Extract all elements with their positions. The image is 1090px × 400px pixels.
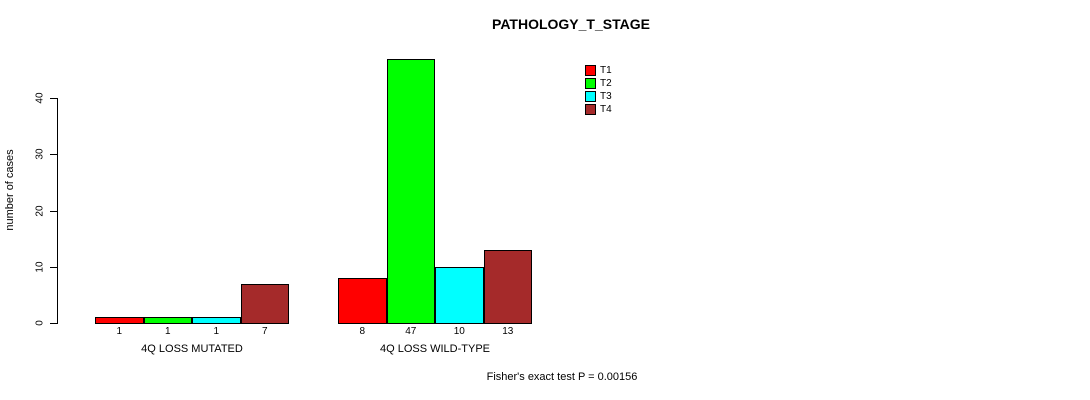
bar-t2-group2 xyxy=(386,58,435,324)
y-axis-label: number of cases xyxy=(4,149,16,231)
bar-value-label: 13 xyxy=(502,326,514,337)
legend: T1 T2 T3 T4 xyxy=(585,64,612,116)
bar-t1-group1 xyxy=(95,317,144,324)
bar-t3-group2 xyxy=(435,266,484,324)
bar-value-label: 7 xyxy=(261,326,268,337)
y-tick xyxy=(50,210,57,212)
bar-t4-group2 xyxy=(483,249,532,324)
legend-label: T2 xyxy=(600,78,612,89)
legend-item-t3: T3 xyxy=(585,90,612,103)
category-label: 4Q LOSS WILD-TYPE xyxy=(379,343,491,355)
bar-value-label: 8 xyxy=(359,326,366,337)
bar-value-label: 10 xyxy=(453,326,465,337)
bar-t1-group2 xyxy=(338,278,387,324)
y-tick xyxy=(50,154,57,156)
bar-value-label: 47 xyxy=(405,326,417,337)
y-axis-line xyxy=(57,98,58,324)
legend-swatch xyxy=(585,78,596,89)
legend-label: T1 xyxy=(600,65,612,76)
legend-label: T3 xyxy=(600,91,612,102)
statistical-test-annotation: Fisher's exact test P = 0.00156 xyxy=(486,371,638,383)
y-tick xyxy=(50,323,57,324)
y-tick-label: 40 xyxy=(34,92,46,104)
legend-label: T4 xyxy=(600,104,612,115)
bar-value-label: 1 xyxy=(116,326,123,337)
legend-swatch xyxy=(585,104,596,115)
bar-value-label: 1 xyxy=(164,326,171,337)
y-tick xyxy=(50,266,57,268)
legend-item-t2: T2 xyxy=(585,77,612,90)
y-tick-label: 10 xyxy=(34,261,46,273)
category-label: 4Q LOSS MUTATED xyxy=(141,343,243,355)
y-tick-label: 0 xyxy=(34,320,46,326)
bar-t2-group1 xyxy=(143,317,192,324)
y-tick-label: 20 xyxy=(34,204,46,217)
y-tick-label: 30 xyxy=(34,148,46,160)
y-tick xyxy=(50,98,57,99)
bar-t3-group1 xyxy=(192,317,241,324)
legend-swatch xyxy=(585,65,596,76)
bar-value-label: 1 xyxy=(213,326,220,337)
chart-title: PATHOLOGY_T_STAGE xyxy=(492,16,650,32)
legend-item-t4: T4 xyxy=(585,103,612,116)
legend-swatch xyxy=(585,91,596,102)
bar-t4-group1 xyxy=(240,283,289,324)
legend-item-t1: T1 xyxy=(585,64,612,77)
